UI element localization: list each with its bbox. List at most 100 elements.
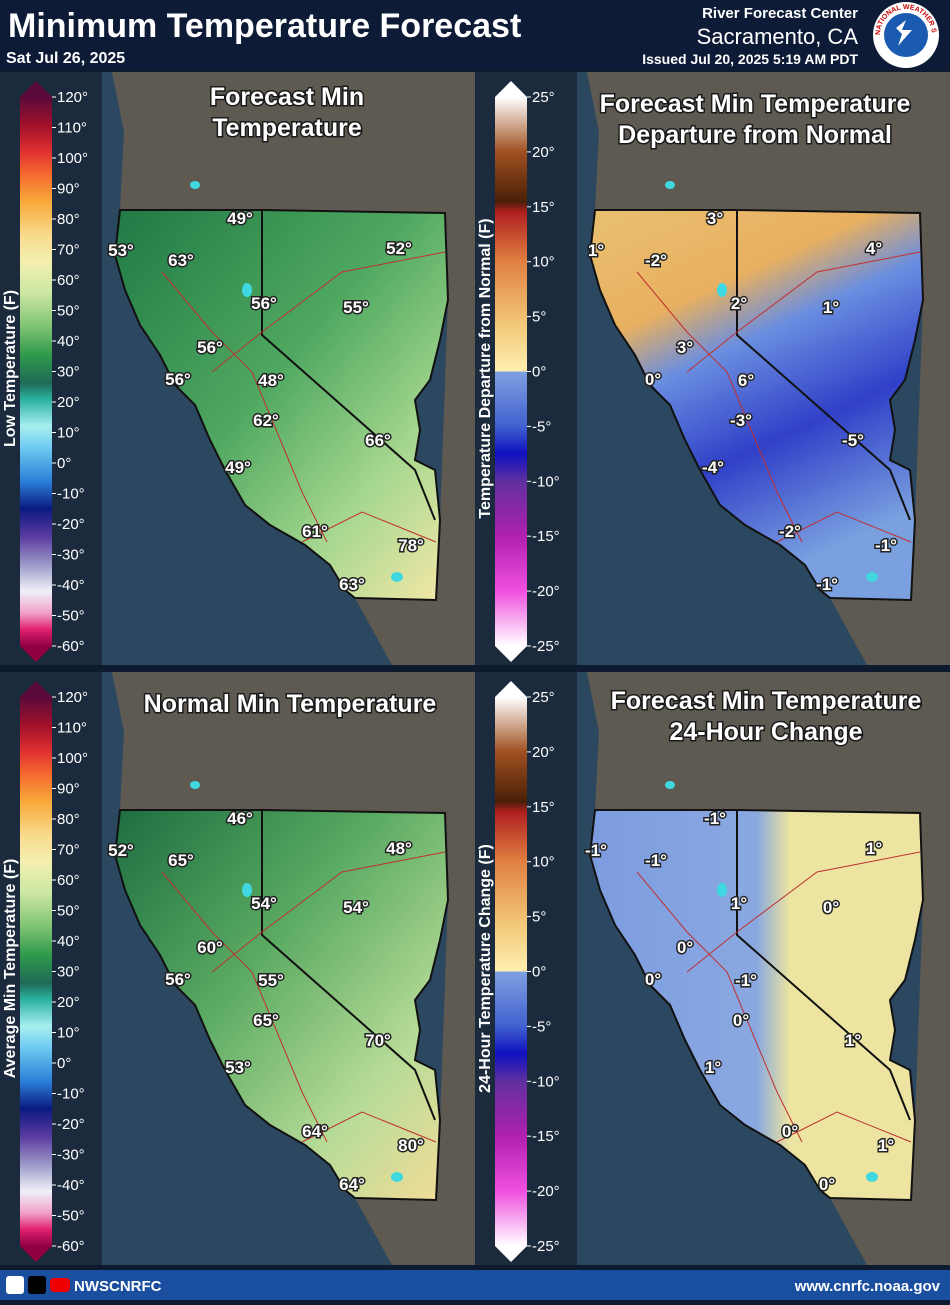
legend-cap-top xyxy=(495,81,527,97)
legend-tick-label: 120° xyxy=(57,89,88,106)
city-temp-label: -5° xyxy=(842,431,864,450)
road xyxy=(636,871,803,1143)
city-temp-label: 80° xyxy=(398,1136,424,1155)
legend-tick-label: 30° xyxy=(57,964,80,981)
legend-tick-label: 30° xyxy=(57,364,80,381)
lake xyxy=(665,181,675,189)
city-temp-label: -1° xyxy=(816,575,838,594)
city-temp-label: 1° xyxy=(731,894,747,913)
city-temp-label: 70° xyxy=(365,1031,391,1050)
city-temp-label: 4° xyxy=(866,239,882,258)
panel-title: Normal Min Temperature xyxy=(144,690,437,718)
legend-cap-bottom xyxy=(20,646,52,662)
legend-tick-label: 10° xyxy=(532,854,555,871)
legend-cap-top xyxy=(495,681,527,697)
legend-tick-label: 15° xyxy=(532,799,555,816)
legend-tick-label: 10° xyxy=(57,1025,80,1042)
city-temp-label: 1° xyxy=(823,298,839,317)
state-border xyxy=(261,810,436,1121)
legend-tick-label: 110° xyxy=(57,720,87,737)
legend-tick-label: -15° xyxy=(532,1128,560,1145)
legend-tick-label: 5° xyxy=(532,909,546,926)
state-border xyxy=(736,210,911,521)
map-panel: Forecast Min Temperature 24-Hour Change -1… xyxy=(577,672,950,1265)
state-border xyxy=(261,210,436,521)
legend-tick-label: -25° xyxy=(532,638,560,655)
legend-cap-bottom xyxy=(20,1246,52,1262)
land-shading xyxy=(113,809,450,1202)
map-body xyxy=(577,672,950,1265)
road xyxy=(301,511,437,543)
header-bar xyxy=(0,0,950,70)
legend-tick-label: -60° xyxy=(57,638,85,655)
color-bar xyxy=(20,97,52,646)
city-temp-label: 49° xyxy=(225,458,251,477)
road xyxy=(161,871,328,1143)
legend-tick-label: 60° xyxy=(57,872,80,889)
city-temp-label: 56° xyxy=(251,294,277,313)
city-temp-label: 52° xyxy=(108,841,134,860)
city-temp-label: 55° xyxy=(343,298,369,317)
city-temp-label: -3° xyxy=(730,411,752,430)
legend-tick-label: 20° xyxy=(532,144,555,161)
forecast-date: Sat Jul 26, 2025 xyxy=(6,50,125,67)
legend-tick-label: 80° xyxy=(57,211,80,228)
legend-tick-label: 100° xyxy=(57,150,88,167)
legend-tick-label: 10° xyxy=(532,254,555,271)
color-bar xyxy=(20,697,52,1246)
city-temp-label: -1° xyxy=(645,851,667,870)
city-temp-label: 1° xyxy=(588,241,604,260)
city-temp-label: 56° xyxy=(197,338,223,357)
facebook-icon[interactable] xyxy=(6,1276,24,1294)
city-temp-label: 0° xyxy=(677,938,693,957)
road xyxy=(161,271,328,543)
city-temp-label: 54° xyxy=(251,894,277,913)
city-temp-label: 53° xyxy=(108,241,134,260)
legend-tick-label: -50° xyxy=(57,1208,85,1225)
legend-title: Average Min Temperature (F) xyxy=(2,859,19,1079)
city-temp-label: 46° xyxy=(227,809,253,828)
city-temp-label: -1° xyxy=(875,536,897,555)
x-icon[interactable] xyxy=(28,1276,46,1294)
legend-tick-label: -20° xyxy=(532,1183,560,1200)
color-bar xyxy=(495,697,527,1246)
legend-tick-label: 100° xyxy=(57,750,88,767)
legend-tick-label: -25° xyxy=(532,1238,560,1255)
legend-tick-label: -10° xyxy=(57,486,85,503)
land-shading xyxy=(113,209,450,602)
city-temp-label: 0° xyxy=(645,970,661,989)
legend-tick-label: -20° xyxy=(532,583,560,600)
legend-tick-label: 70° xyxy=(57,842,80,859)
city-temp-label: 3° xyxy=(677,338,693,357)
road xyxy=(686,851,921,973)
lake xyxy=(242,283,252,297)
city-temp-label: 0° xyxy=(782,1122,798,1141)
website: www.cnrfc.noaa.gov xyxy=(794,1278,941,1295)
road xyxy=(776,1111,912,1143)
panel-title: Forecast Min Temperature xyxy=(611,687,922,715)
page-title: Minimum Temperature Forecast xyxy=(8,7,521,45)
panel-title: Forecast Min Temperature xyxy=(600,90,911,118)
city-temp-label: 61° xyxy=(302,522,328,541)
legend-tick-label: 80° xyxy=(57,811,80,828)
legend-tick-label: 20° xyxy=(57,994,80,1011)
city-temp-label: 63° xyxy=(168,251,194,270)
legend-tick-label: 20° xyxy=(532,744,555,761)
city-temp-label: 1° xyxy=(878,1136,894,1155)
city-temp-label: 56° xyxy=(165,970,191,989)
land-shading xyxy=(588,809,925,1202)
legend-title: 24-Hour Temperature Change (F) xyxy=(477,844,494,1093)
youtube-icon[interactable] xyxy=(50,1278,70,1292)
legend-tick-label: 0° xyxy=(532,364,546,381)
city-temp-label: 3° xyxy=(707,209,723,228)
lake xyxy=(717,283,727,297)
legend-tick-label: -10° xyxy=(57,1086,85,1103)
terrain xyxy=(112,72,475,665)
location: Sacramento, CA xyxy=(697,24,859,49)
legend-title: Temperature Departure from Normal (F) xyxy=(477,218,494,518)
legend-tick-label: -40° xyxy=(57,1177,85,1194)
legend-tick-label: -30° xyxy=(57,1147,85,1164)
city-temp-label: 48° xyxy=(258,371,284,390)
legend-tick-label: 10° xyxy=(57,425,80,442)
legend: 120° 110° 100° 90° 80° 70° 60° 50° 40° 30° 20° 10° 0… xyxy=(0,672,102,1265)
